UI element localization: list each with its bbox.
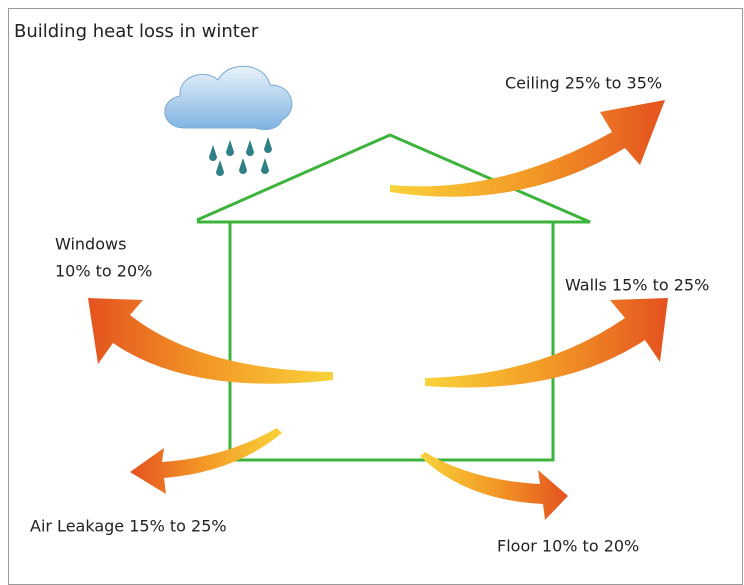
windows-arrow [88, 298, 333, 384]
diagram: Building heat loss in winter Ceiling 25%… [0, 0, 744, 585]
floor-label: Floor 10% to 20% [497, 537, 639, 556]
cloud [165, 66, 292, 176]
floor-arrow [420, 452, 568, 520]
walls-arrow [425, 298, 668, 388]
page: Building heat loss in winter Ceiling 25%… [0, 0, 744, 585]
windows-label: 10% to 20% [55, 262, 152, 281]
windows-label: Windows [55, 235, 126, 254]
walls-label: Walls 15% to 25% [565, 276, 709, 295]
frame [9, 9, 743, 585]
title: Building heat loss in winter [14, 21, 259, 42]
ceiling-label: Ceiling 25% to 35% [505, 74, 662, 93]
air-leakage-label: Air Leakage 15% to 25% [30, 517, 227, 536]
ceiling-arrow [390, 100, 665, 197]
